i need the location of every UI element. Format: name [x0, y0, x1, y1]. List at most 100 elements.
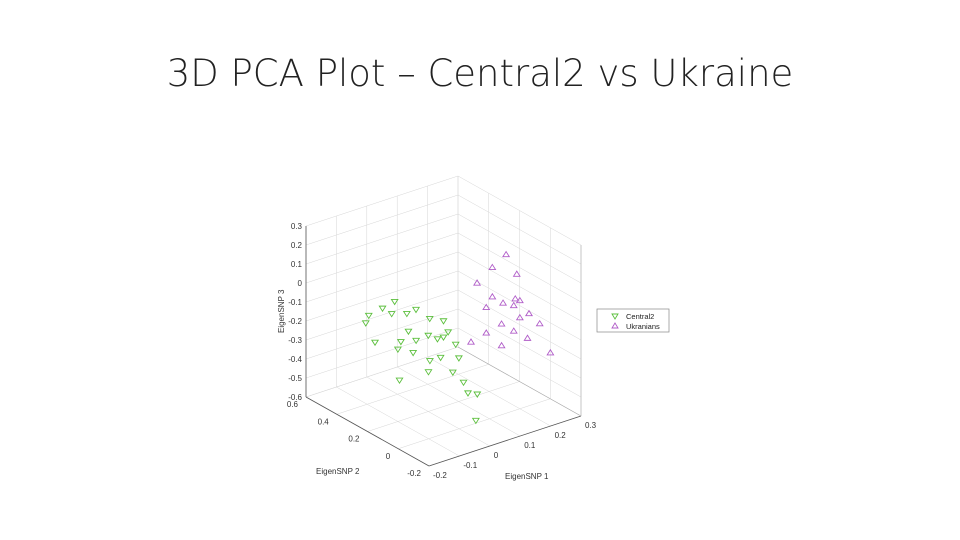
grid-line — [457, 327, 582, 398]
y-axis-line — [305, 396, 430, 467]
grid-line — [457, 251, 582, 322]
ukranians-point — [515, 313, 524, 321]
ukranians-point — [488, 292, 497, 300]
z-tick-label: -0.2 — [288, 317, 302, 326]
ukranians-point — [473, 279, 482, 286]
z-tick-label: -0.3 — [288, 336, 302, 345]
x-tick-label: 0.3 — [585, 421, 597, 430]
floor-edge — [457, 346, 582, 417]
x-tick-label: -0.2 — [433, 471, 447, 480]
central2-point — [393, 346, 402, 354]
y-axis-label: EigenSNP 2 — [316, 467, 360, 476]
grid-line — [367, 381, 520, 432]
central2-point — [424, 369, 433, 376]
central2-point — [448, 369, 457, 377]
ukranians-point — [488, 263, 497, 271]
grid-line — [336, 364, 489, 415]
ukranians-point — [524, 309, 534, 317]
axis-grid — [305, 175, 582, 467]
z-tick-label: 0.3 — [291, 222, 303, 231]
z-tick-label: -0.1 — [288, 298, 302, 307]
z-axis-label: EigenSNP 3 — [277, 289, 286, 333]
grid-line — [305, 308, 459, 360]
grid-line — [305, 270, 459, 322]
central2-point — [471, 417, 480, 425]
grid-line — [305, 327, 459, 379]
central2-point — [451, 341, 460, 349]
ukranians-point — [502, 250, 511, 258]
legend-label-ukranians: Ukranians — [626, 322, 660, 331]
ukranians-point — [497, 341, 506, 349]
legend-marker-ukranians — [611, 322, 619, 329]
central2-point — [412, 337, 421, 345]
x-tick-label: 0.1 — [524, 441, 536, 450]
central2-point — [387, 311, 396, 318]
legend-marker-central2 — [611, 313, 619, 320]
central2-point — [444, 329, 453, 336]
grid-line — [457, 308, 582, 379]
ukranians-point — [523, 334, 532, 341]
ukranians-point — [515, 296, 524, 304]
central2-point — [364, 312, 373, 320]
ukranians-point — [499, 299, 508, 306]
ukranians-point — [482, 329, 491, 336]
central2-point — [433, 336, 442, 343]
central2-point — [402, 310, 411, 318]
central2-point — [378, 305, 387, 313]
z-tick-label: 0.1 — [291, 260, 303, 269]
central2-point — [424, 332, 433, 340]
legend-label-central2: Central2 — [626, 312, 654, 321]
x-tick-label: -0.1 — [463, 461, 477, 470]
central2-point — [463, 390, 473, 397]
grid-line — [305, 175, 459, 227]
grid-line — [457, 175, 582, 246]
grid-line — [305, 194, 459, 246]
ukranians-point — [511, 294, 520, 302]
ukranians-point — [535, 319, 544, 327]
grid-line — [305, 251, 459, 303]
legend: Central2 Ukranians — [596, 308, 670, 333]
legend-box — [596, 308, 670, 333]
central2-point — [411, 306, 421, 314]
y-tick-label: 0.6 — [287, 400, 299, 409]
grid-line — [457, 194, 582, 265]
central2-point — [409, 350, 418, 357]
z-tick-label: 0 — [298, 279, 303, 288]
data-points — [361, 250, 555, 425]
ukranians-point — [482, 303, 491, 311]
central2-point — [436, 354, 445, 362]
central2-point — [404, 328, 413, 336]
y-tick-label: -0.2 — [407, 469, 421, 478]
grid-line — [305, 289, 459, 341]
grid-line — [457, 289, 582, 360]
grid-line — [398, 398, 551, 449]
central2-point — [473, 391, 482, 398]
central2-point — [439, 334, 448, 342]
z-tick-label: -0.6 — [288, 393, 302, 402]
y-tick-label: 0.2 — [348, 435, 360, 444]
central2-point — [439, 318, 448, 325]
z-tick-label: -0.5 — [288, 374, 302, 383]
slide-title: 3D PCA Plot – Central2 vs Ukraine — [166, 52, 794, 95]
x-axis-line — [428, 415, 582, 467]
z-tick-label: -0.4 — [288, 355, 302, 364]
central2-point — [390, 298, 399, 306]
grid-line — [305, 232, 459, 284]
central2-point — [459, 379, 468, 387]
grid-line — [305, 213, 459, 265]
x-tick-label: 0 — [494, 451, 499, 460]
z-tick-label: 0.2 — [291, 241, 303, 250]
grid-line — [457, 213, 582, 284]
axis-ticks: -0.2 -0.1 0 0.1 0.2 0.3 -0.2 0 0.2 0.4 0.6 0.3 0.2 0.… — [287, 222, 597, 480]
grid-line — [457, 232, 582, 303]
x-axis-label: EigenSNP 1 — [505, 472, 549, 481]
ukranians-point — [466, 338, 476, 345]
central2-point — [371, 339, 380, 347]
central2-point — [425, 315, 434, 323]
central2-point — [395, 377, 404, 385]
ukranians-point — [546, 348, 555, 356]
y-tick-label: 0 — [386, 452, 391, 461]
ukranians-point — [509, 301, 518, 309]
central2-point — [361, 320, 370, 327]
ukranians-point — [497, 320, 506, 327]
